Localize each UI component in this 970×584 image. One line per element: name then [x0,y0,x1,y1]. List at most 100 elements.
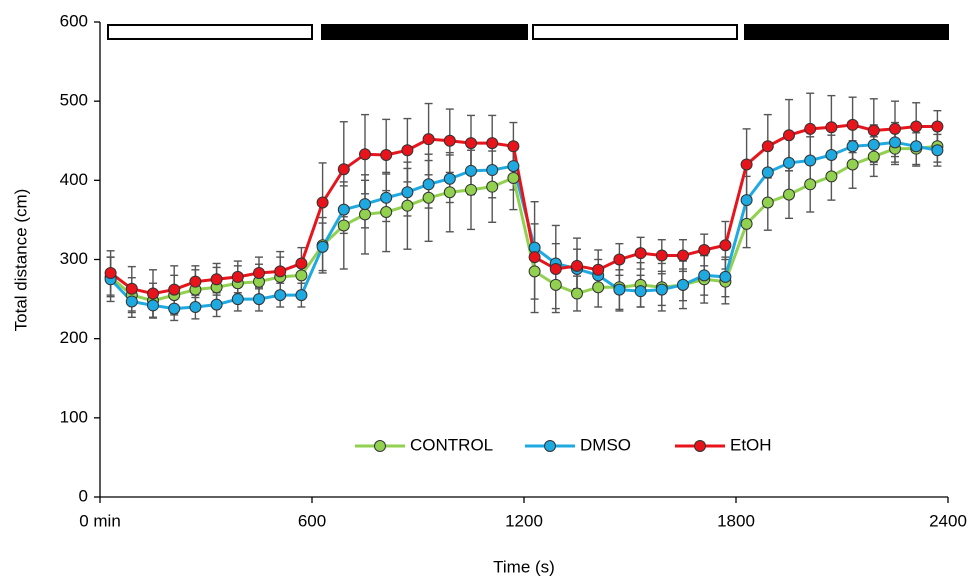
data-point [825,149,838,161]
data-point [592,263,605,276]
data-point [253,293,265,306]
series-line [109,123,938,296]
data-point [571,259,583,272]
x-tick-label: 600 [298,511,326,530]
data-point [655,283,668,296]
data-point [316,196,329,209]
data-point [210,298,223,311]
dark-phase [321,24,528,40]
legend-label: CONTROL [410,435,493,454]
data-point [719,239,732,252]
data-point [549,278,562,291]
data-point [783,129,795,142]
data-point [359,208,371,221]
data-point [698,269,711,282]
data-point [125,295,138,308]
data-point [168,302,181,315]
data-point [486,164,499,177]
legend-marker [544,440,556,452]
data-point [380,206,393,218]
data-point [465,137,477,150]
data-point [189,275,202,288]
data-point [465,164,477,177]
data-point [295,289,308,302]
x-tick-label: 1800 [717,511,755,530]
data-point [422,191,435,204]
data-point [465,183,477,196]
data-point [486,180,499,193]
data-point [889,122,901,135]
y-tick-label: 500 [60,91,88,110]
data-point [147,299,159,312]
data-point [210,273,223,286]
light-phase [107,24,313,40]
legend-label: DMSO [580,435,631,454]
y-tick-label: 400 [60,170,88,189]
data-point [634,285,647,298]
data-point [655,249,668,262]
data-point [401,199,414,212]
dark-phase [744,24,949,40]
data-point [125,282,138,295]
data-point [316,240,329,253]
data-point [337,203,350,216]
data-point [761,140,774,153]
data-point [337,219,350,232]
x-tick-label: 1200 [505,511,543,530]
data-point [740,158,753,171]
series-line [109,144,938,303]
data-point [507,160,520,173]
data-point [677,278,689,291]
data-point [910,140,923,153]
light-phase [532,24,738,40]
data-point [507,140,520,153]
data-point [825,170,838,183]
data-point [783,188,795,201]
y-tick-label: 0 [79,486,88,505]
y-tick-label: 300 [60,249,88,268]
data-point [231,270,244,283]
data-point [783,156,795,169]
data-point [295,257,308,270]
data-point [422,133,435,146]
data-point [804,178,817,191]
data-point [867,138,880,151]
data-point [380,191,393,204]
data-point [337,163,350,176]
data-point [549,263,562,275]
data-point [846,158,859,171]
legend-marker [694,440,706,452]
data-point [613,283,626,296]
data-point [104,266,117,279]
data-point [422,178,435,191]
data-point [380,149,393,161]
data-point [677,249,689,262]
data-point [846,140,859,153]
data-point [889,136,901,149]
y-tick-label: 600 [60,11,88,30]
data-point [761,166,774,179]
x-axis-label: Time (s) [493,557,555,576]
data-point [359,148,371,161]
data-point [443,186,456,199]
data-point [486,137,499,150]
data-point [698,244,711,256]
data-point [719,270,732,283]
data-point [846,118,859,131]
data-point [274,289,287,302]
data-point [634,247,647,260]
data-point [253,266,265,279]
data-point [147,287,159,300]
data-point [740,194,753,207]
data-point [592,281,605,294]
data-point [825,121,838,134]
data-point [401,186,414,199]
data-point [761,196,774,209]
data-point [931,120,944,133]
data-point [867,150,880,163]
data-point [443,172,456,185]
data-point [168,283,181,296]
data-point [571,287,583,300]
data-point [867,124,880,137]
